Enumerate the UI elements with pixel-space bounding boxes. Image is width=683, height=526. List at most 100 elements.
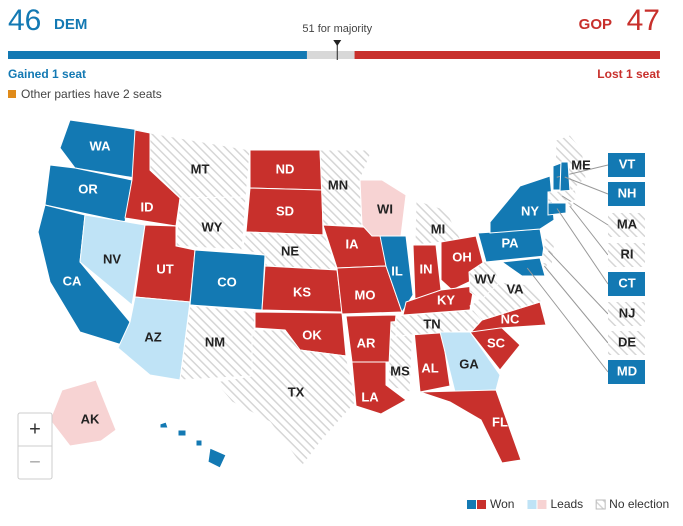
- zoom-in[interactable]: +: [29, 418, 41, 440]
- state: [489, 175, 555, 234]
- state-label: CT: [618, 275, 635, 290]
- state-label: CA: [63, 273, 82, 288]
- state-label: ND: [276, 161, 295, 176]
- legend: Won Leads No election: [467, 497, 669, 511]
- state: [59, 119, 141, 179]
- state-label: MA: [617, 216, 638, 231]
- state-label: WA: [90, 138, 112, 153]
- state-label: NJ: [619, 305, 636, 320]
- state-label: VT: [619, 156, 636, 171]
- callout-box: [608, 213, 645, 237]
- legend-label: No election: [609, 497, 669, 511]
- callout-box: [608, 272, 645, 296]
- state-label: GA: [459, 356, 479, 371]
- state-label: FL: [492, 414, 508, 429]
- callout-line: [548, 250, 609, 315]
- legend-swatch: [477, 500, 486, 509]
- state-label: CO: [217, 274, 237, 289]
- legend-swatch: [537, 500, 547, 509]
- dem-bar: [8, 51, 307, 59]
- state-label: DE: [618, 334, 636, 349]
- state-label: MI: [431, 221, 445, 236]
- states: WA OR CA NV ID MT WY UT AZ CO NM ND SD NE KS OK TX MN IA MO…: [37, 119, 645, 469]
- state-label: WI: [377, 201, 393, 216]
- state-label: NH: [618, 185, 637, 200]
- state-label: MN: [328, 177, 348, 192]
- state-label: NY: [521, 203, 539, 218]
- callout-box: [608, 153, 645, 177]
- gop-label: GOP: [579, 16, 612, 33]
- state-label: MD: [617, 363, 637, 378]
- state-label: ME: [571, 157, 591, 172]
- majority-label: 51 for majority: [302, 23, 372, 35]
- state: [439, 331, 501, 393]
- state-label: LA: [361, 389, 379, 404]
- state-label: TN: [423, 316, 440, 331]
- state-label: MO: [355, 287, 376, 302]
- callout-line: [543, 265, 609, 344]
- legend-swatch: [595, 499, 606, 510]
- callout-box: [608, 182, 645, 206]
- state-label: AL: [421, 360, 438, 375]
- gop-bar: [354, 51, 660, 59]
- state-label: HI: [180, 453, 193, 468]
- state-label: MT: [191, 161, 210, 176]
- state: [79, 214, 146, 306]
- callout-box: [608, 243, 645, 267]
- state-label: NV: [103, 251, 121, 266]
- dem-seats: 46: [8, 4, 41, 37]
- zoom-out[interactable]: −: [29, 451, 41, 473]
- other-note: Other parties have 2 seats: [21, 87, 162, 101]
- callout-line: [569, 205, 609, 256]
- state-label: AR: [357, 335, 376, 350]
- state: [159, 421, 227, 469]
- zoom-control: + −: [17, 412, 53, 480]
- callout-box: [608, 360, 645, 384]
- callout-line: [561, 195, 609, 226]
- majority-marker: [333, 40, 342, 46]
- state-label: MS: [390, 363, 410, 378]
- other-swatch: [8, 90, 16, 98]
- state-label: IA: [346, 236, 360, 251]
- gop-change: Lost 1 seat: [597, 67, 660, 81]
- state-label: UT: [156, 261, 173, 276]
- undecided-bar: [8, 51, 660, 59]
- state-label: KS: [293, 284, 311, 299]
- state-label: WY: [202, 219, 223, 234]
- state: [214, 329, 357, 467]
- state-label: OK: [302, 327, 322, 342]
- state-label: RI: [621, 246, 634, 261]
- state-label: PA: [501, 235, 519, 250]
- state-label: OH: [452, 249, 472, 264]
- state-label: IN: [420, 261, 433, 276]
- state-label: SD: [276, 203, 294, 218]
- state: [500, 257, 546, 277]
- callout-line: [564, 176, 609, 195]
- state-label: OR: [78, 181, 98, 196]
- state-label: AZ: [144, 329, 161, 344]
- state-label: TX: [288, 384, 305, 399]
- gop-seats: 47: [627, 4, 660, 37]
- legend-label: Won: [490, 497, 514, 511]
- legend-swatch: [527, 500, 537, 509]
- state-label: KY: [437, 292, 455, 307]
- callout-line: [556, 208, 609, 285]
- legend-swatch: [467, 500, 476, 509]
- callout-box: [608, 331, 645, 355]
- state-label: IL: [391, 263, 403, 278]
- state-label: NM: [205, 334, 225, 349]
- state-label: AK: [81, 411, 100, 426]
- state-label: NC: [501, 311, 520, 326]
- state-label: ID: [141, 199, 154, 214]
- state: [419, 389, 522, 464]
- legend-label: Leads: [550, 497, 583, 511]
- state: [541, 237, 556, 267]
- state: [402, 285, 475, 316]
- dem-change: Gained 1 seat: [8, 67, 86, 81]
- state-label: NE: [281, 243, 299, 258]
- state-label: WV: [475, 271, 496, 286]
- dem-label: DEM: [54, 16, 87, 33]
- callout-line: [526, 267, 609, 373]
- state-label: VA: [506, 281, 524, 296]
